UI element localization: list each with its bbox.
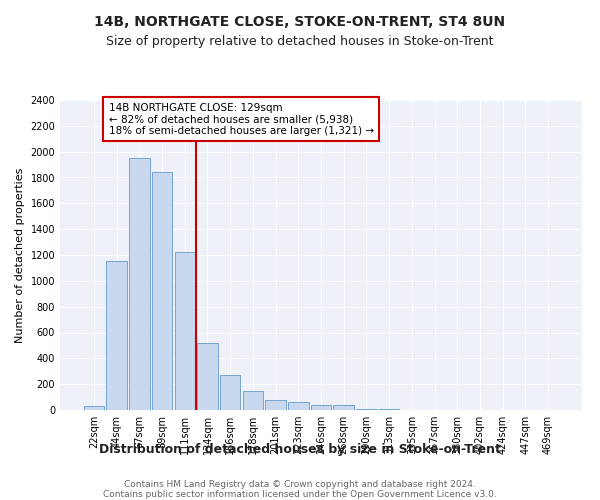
Bar: [197, 343, 218, 410]
Bar: [175, 252, 195, 410]
Bar: [220, 375, 241, 410]
Bar: [356, 409, 377, 410]
Text: 14B, NORTHGATE CLOSE, STOKE-ON-TRENT, ST4 8UN: 14B, NORTHGATE CLOSE, STOKE-ON-TRENT, ST…: [94, 15, 506, 29]
Bar: [129, 158, 149, 410]
Bar: [311, 405, 331, 410]
Bar: [265, 400, 286, 410]
Y-axis label: Number of detached properties: Number of detached properties: [15, 168, 25, 342]
Bar: [288, 402, 308, 410]
Bar: [334, 406, 354, 410]
Text: 14B NORTHGATE CLOSE: 129sqm
← 82% of detached houses are smaller (5,938)
18% of : 14B NORTHGATE CLOSE: 129sqm ← 82% of det…: [109, 102, 374, 136]
Bar: [152, 172, 172, 410]
Text: Contains public sector information licensed under the Open Government Licence v3: Contains public sector information licen…: [103, 490, 497, 499]
Text: Size of property relative to detached houses in Stoke-on-Trent: Size of property relative to detached ho…: [106, 35, 494, 48]
Bar: [106, 262, 127, 410]
Text: Contains HM Land Registry data © Crown copyright and database right 2024.: Contains HM Land Registry data © Crown c…: [124, 480, 476, 489]
Bar: [242, 390, 263, 410]
Text: Distribution of detached houses by size in Stoke-on-Trent: Distribution of detached houses by size …: [99, 442, 501, 456]
Bar: [84, 406, 104, 410]
